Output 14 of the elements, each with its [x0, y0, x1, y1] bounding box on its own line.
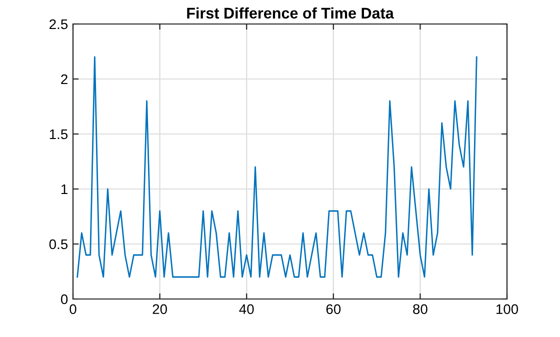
x-tick-label: 60 [326, 304, 341, 314]
x-tick-label: 20 [152, 304, 167, 314]
y-tick-label: 1 [61, 184, 68, 194]
line-series [76, 56, 478, 278]
x-tick-label: 100 [496, 304, 518, 314]
y-tick-label: 0.5 [49, 239, 68, 250]
chart-title: First Difference of Time Data [187, 7, 394, 19]
x-tick-label: 80 [413, 304, 428, 314]
x-tick-label: 0 [70, 304, 76, 314]
y-tick-label: 2.5 [50, 19, 68, 30]
y-tick-label: 2 [61, 74, 68, 84]
x-tick-label: 40 [239, 304, 254, 314]
y-tick-label: 1.5 [50, 129, 68, 140]
y-tick-label: 0 [60, 294, 68, 304]
